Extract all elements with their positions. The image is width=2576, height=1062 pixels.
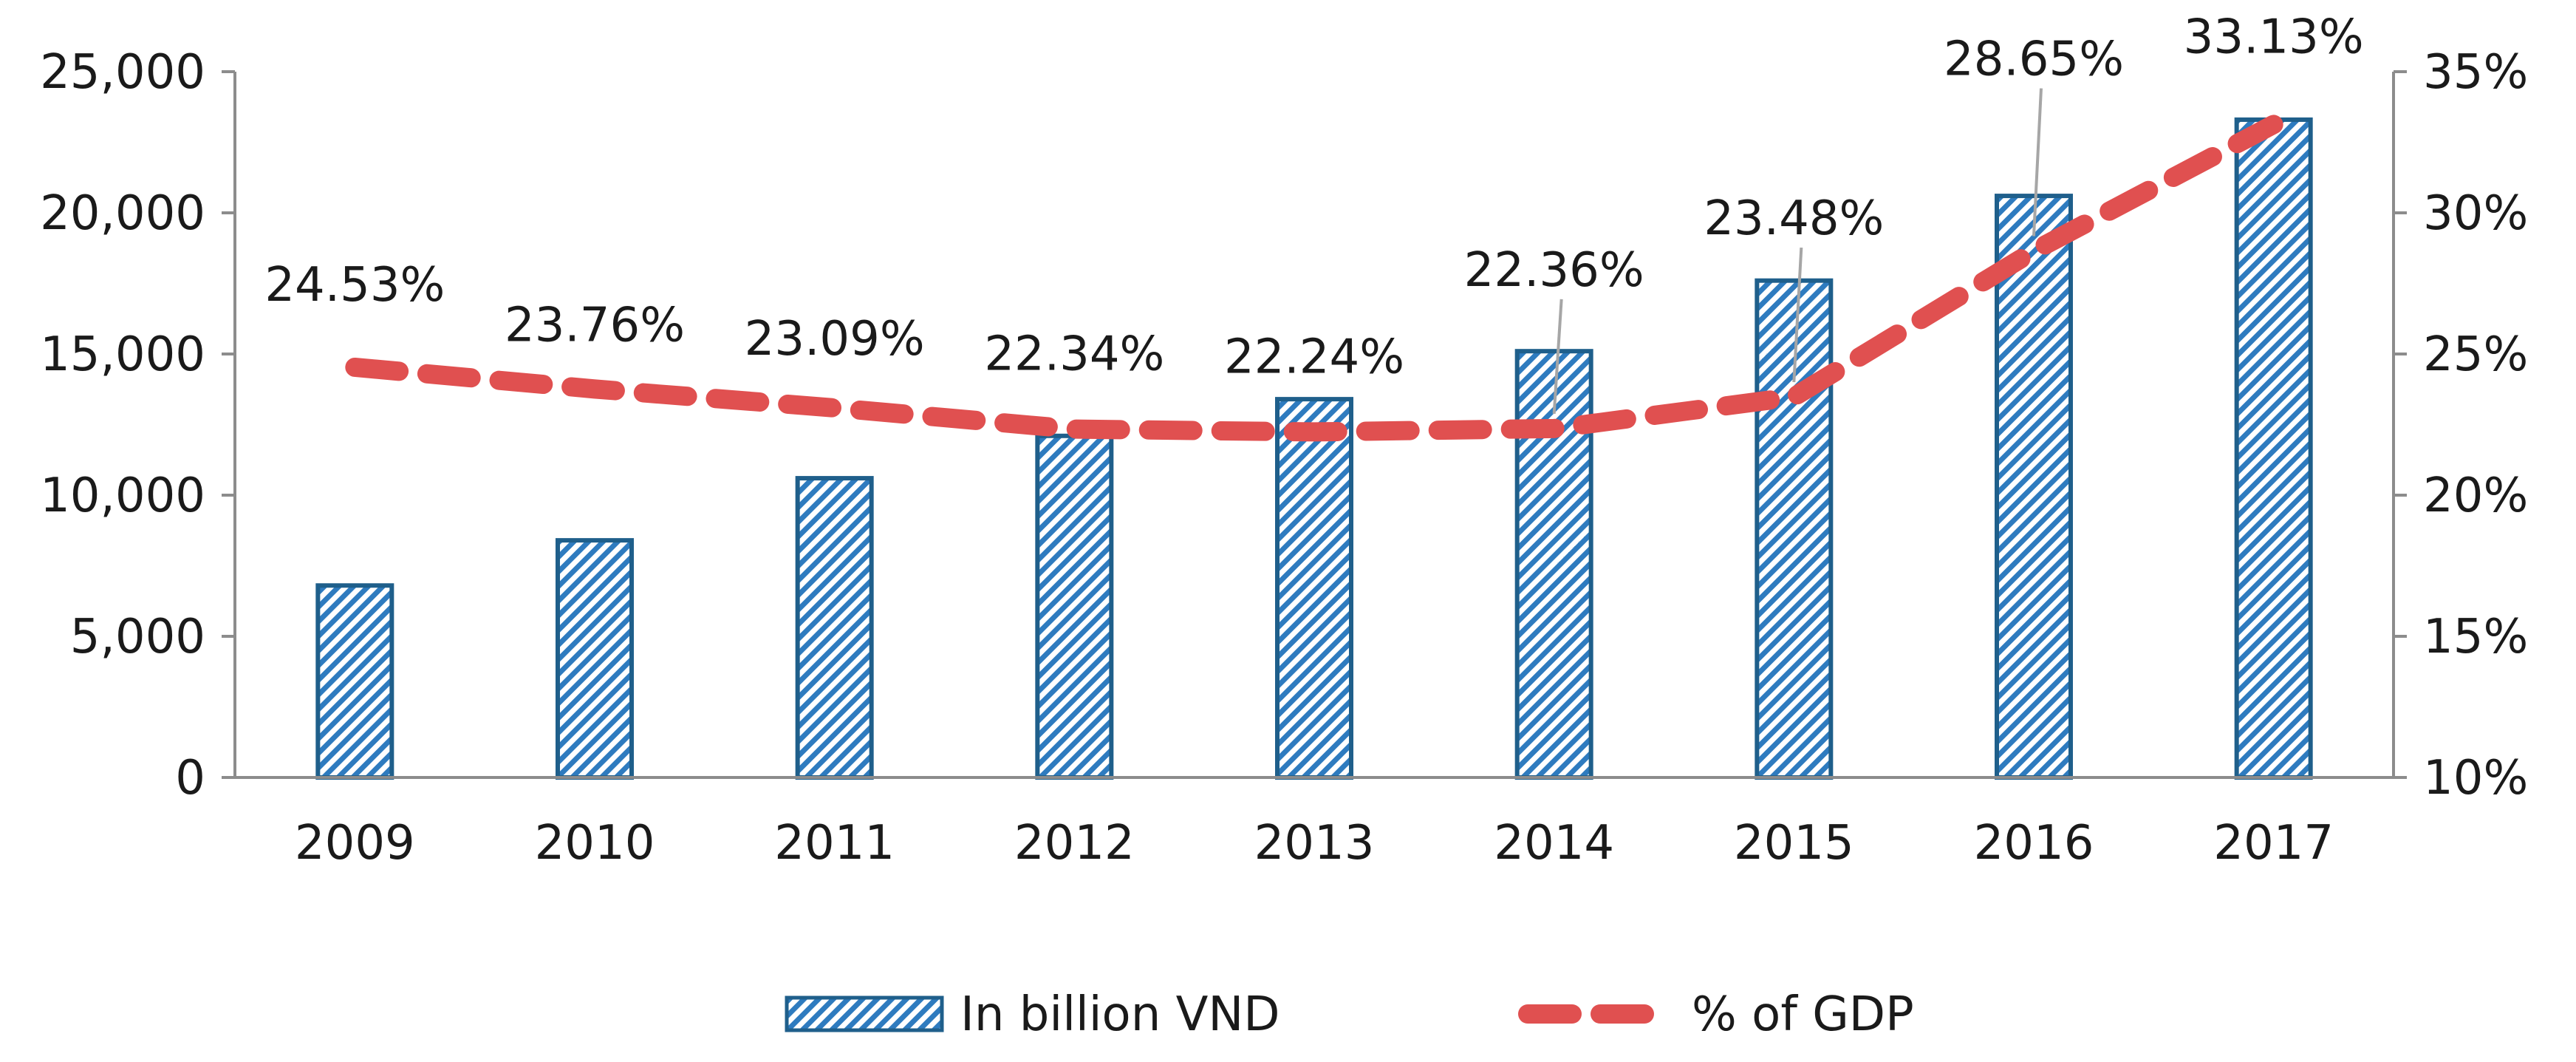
x-tick-label: 2010	[535, 816, 655, 871]
bar-2016	[1995, 194, 2073, 780]
x-tick-label: 2015	[1734, 816, 1854, 871]
data-label-2014: 22.36%	[1464, 243, 1644, 298]
axes-layer: 0 5,000 10,000 15,000 20,000 25,000 10% 15% 20% 2…	[40, 45, 2528, 871]
bar-2009	[315, 583, 394, 780]
data-label-leader	[1552, 299, 1563, 414]
data-label-2017: 33.13%	[2184, 10, 2364, 64]
y-left-tick-label: 5,000	[70, 610, 205, 664]
x-tick-label: 2017	[2213, 816, 2334, 871]
bars-layer	[315, 117, 2313, 780]
y-right-tick-label: 35%	[2423, 45, 2528, 100]
y-right-tick-label: 30%	[2423, 186, 2528, 241]
data-label-2016: 28.65%	[1944, 33, 2124, 87]
data-label-2013: 22.24%	[1224, 330, 1404, 384]
data-label-2009: 24.53%	[264, 258, 445, 313]
bar-2012	[1035, 433, 1114, 780]
legend: In billion VND % of GDP	[785, 987, 1914, 1042]
y-right-tick-label: 15%	[2423, 610, 2528, 664]
data-label-leader	[1792, 247, 1803, 383]
y-right-tick-label: 20%	[2423, 469, 2528, 523]
y-left-tick-label: 20,000	[40, 186, 205, 241]
data-label-leader	[2032, 88, 2043, 236]
bar-2013	[1275, 397, 1353, 780]
x-tick-label: 2011	[774, 816, 895, 871]
legend-label-bars: In billion VND	[960, 987, 1280, 1042]
bar-2014	[1514, 349, 1593, 780]
x-tick-label: 2009	[295, 816, 415, 871]
y-left-tick-label: 25,000	[40, 45, 205, 100]
legend-swatch-bars	[785, 995, 944, 1032]
line-series-gdp	[345, 115, 2283, 442]
legend-label-line: % of GDP	[1692, 987, 1914, 1042]
labels-layer: 24.53% 23.76% 23.09% 22.34% 22.24% 22.36% 23.4…	[264, 10, 2364, 414]
y-left-tick-label: 15,000	[40, 327, 205, 382]
line-layer	[345, 115, 2283, 442]
bar-2015	[1755, 278, 1834, 780]
y-right-tick-label: 10%	[2423, 751, 2528, 806]
x-tick-label: 2012	[1014, 816, 1135, 871]
data-label-2011: 23.09%	[745, 312, 925, 367]
y-right-tick-label: 25%	[2423, 327, 2528, 382]
data-label-2012: 22.34%	[984, 327, 1164, 382]
bar-2010	[556, 538, 634, 780]
x-tick-label: 2013	[1254, 816, 1375, 871]
data-label-2010: 23.76%	[505, 298, 685, 353]
y-left-tick-label: 0	[175, 751, 205, 806]
bar-2011	[795, 476, 874, 780]
y-left-tick-label: 10,000	[40, 469, 205, 523]
bar-2017	[2234, 117, 2313, 780]
x-tick-label: 2016	[1974, 816, 2094, 871]
data-label-2015: 23.48%	[1704, 191, 1884, 246]
x-tick-label: 2014	[1494, 816, 1614, 871]
